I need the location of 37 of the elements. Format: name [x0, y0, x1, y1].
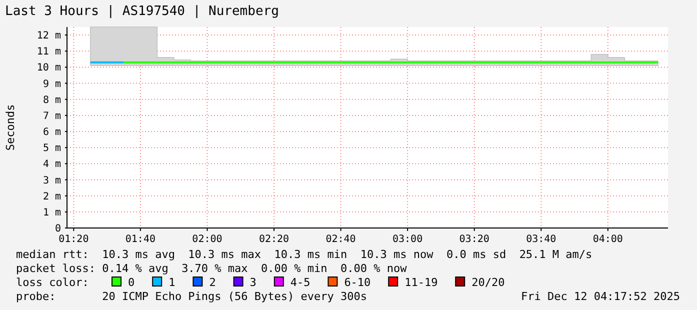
legend-label: 3 — [250, 276, 256, 289]
y-tick-label: 5 m — [42, 143, 61, 154]
y-tick-label: 1 m — [42, 207, 61, 218]
chart-title: Last 3 Hours | AS197540 | Nuremberg — [5, 4, 279, 19]
legend-label: 6-10 — [344, 276, 371, 289]
text: Fri Dec 12 04:17:52 2025 — [521, 290, 680, 303]
x-tick-label: 01:20 — [58, 234, 89, 245]
x-tick-label: 02:00 — [192, 234, 222, 245]
y-tick-label: 10 m — [36, 62, 61, 74]
y-tick-label: 9 m — [42, 78, 61, 90]
legend-label: 1 — [168, 276, 176, 289]
y-tick-label: 0 — [54, 224, 61, 234]
x-tick-label: 03:20 — [459, 234, 490, 245]
x-tick-label: 03:40 — [526, 234, 556, 245]
x-tick-label: 02:20 — [258, 234, 290, 245]
legend-label: 2 — [209, 276, 216, 289]
x-tick-label: 02:40 — [326, 234, 356, 245]
text: probe: 20 ICMP Echo Pings (56 Bytes) every 300s — [16, 290, 367, 303]
legend-label: 0 — [128, 276, 135, 289]
x-tick-label: 01:40 — [125, 234, 156, 245]
x-tick-label: 03:00 — [392, 234, 423, 245]
x-tick-label: 04:00 — [592, 234, 623, 245]
y-tick-label: 6 m — [42, 127, 61, 138]
legend-label: 20/20 — [472, 276, 505, 289]
legend-title: loss color: — [16, 276, 89, 289]
y-tick-label: 3 m — [42, 175, 61, 186]
legend-label: 11-19 — [404, 276, 438, 289]
y-axis-title: Seconds — [4, 104, 17, 151]
text: packet loss: 0.14 % avg 3.70 % max 0.00 % min 0.00 % now — [16, 262, 408, 275]
y-tick-label: 11 m — [36, 46, 61, 58]
y-tick-label: 12 m — [36, 30, 61, 42]
y-tick-label: 8 m — [42, 94, 61, 106]
y-tick-label: 7 m — [42, 110, 61, 122]
text: median rtt: 10.3 ms avg 10.3 ms max 10.3 ms min 10.3 ms now 0.0 ms sd 25.1 M am/s — [16, 248, 592, 261]
legend-label: 4-5 — [290, 276, 310, 289]
y-tick-label: 4 m — [42, 159, 61, 170]
y-tick-label: 2 m — [42, 191, 61, 202]
